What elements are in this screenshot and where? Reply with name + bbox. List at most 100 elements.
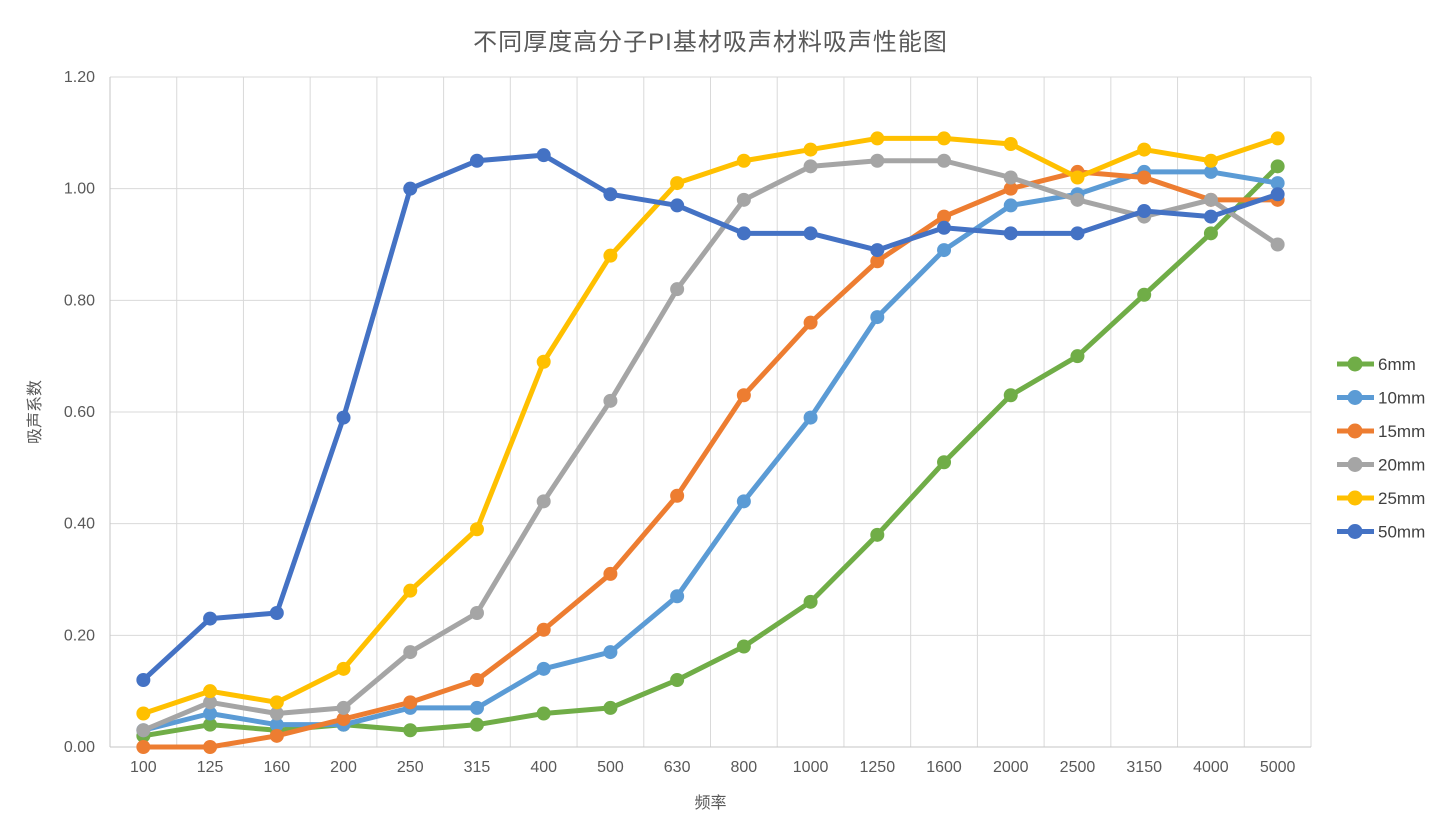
series-marker-50mm (403, 181, 418, 196)
legend-label-25mm: 25mm (1378, 489, 1425, 508)
legend-label-6mm: 6mm (1378, 355, 1416, 374)
series-marker-25mm (1003, 137, 1018, 151)
series-marker-25mm (736, 153, 751, 168)
series-marker-25mm (269, 695, 284, 710)
series-marker-10mm (670, 589, 685, 604)
series-marker-50mm (1070, 226, 1085, 241)
series-marker-25mm (603, 248, 618, 263)
legend-marker-10mm (1347, 390, 1363, 405)
x-tick-label: 125 (197, 759, 224, 776)
series-marker-10mm (1270, 176, 1285, 191)
x-tick-label: 315 (464, 759, 491, 776)
series-marker-6mm (536, 706, 551, 721)
series-marker-10mm (1003, 198, 1018, 213)
series-marker-20mm (670, 282, 685, 297)
series-marker-25mm (937, 131, 952, 146)
series-marker-20mm (1203, 192, 1218, 207)
series-marker-25mm (136, 706, 151, 721)
legend-label-10mm: 10mm (1378, 389, 1425, 408)
series-line-20mm (140, 158, 1281, 733)
series-marker-50mm (736, 226, 751, 241)
series-marker-6mm (1070, 349, 1085, 364)
series-marker-15mm (736, 388, 751, 403)
x-tick-label: 1000 (793, 759, 829, 776)
legend-marker-25mm (1347, 490, 1363, 506)
x-tick-label: 2000 (993, 759, 1029, 776)
series-marker-20mm (269, 706, 284, 721)
series-marker-10mm (536, 661, 551, 676)
series-marker-6mm (937, 455, 952, 470)
series-marker-6mm (870, 527, 885, 542)
series-marker-20mm (870, 153, 885, 168)
series-marker-15mm (1003, 181, 1018, 196)
series-marker-50mm (336, 410, 351, 425)
series-marker-10mm (803, 410, 818, 425)
y-tick-label: 0.00 (64, 739, 95, 756)
series-marker-25mm (536, 354, 551, 369)
x-tick-label: 1600 (926, 759, 962, 776)
series-marker-15mm (269, 728, 284, 743)
legend-marker-6mm (1347, 356, 1363, 372)
series-marker-6mm (403, 723, 418, 738)
series-line-25mm (140, 135, 1281, 716)
series-marker-15mm (336, 712, 351, 727)
series-marker-6mm (1137, 287, 1152, 302)
series-marker-50mm (937, 220, 952, 235)
series-marker-50mm (870, 243, 885, 258)
x-tick-label: 200 (330, 759, 357, 776)
legend-marker-15mm (1347, 423, 1363, 439)
series-marker-25mm (670, 176, 685, 191)
series-marker-50mm (803, 226, 818, 241)
series-marker-20mm (469, 606, 484, 620)
series-marker-10mm (469, 700, 484, 715)
series-marker-15mm (469, 673, 484, 687)
series-marker-10mm (1203, 164, 1218, 179)
series-marker-15mm (403, 695, 418, 710)
legend-label-15mm: 15mm (1378, 422, 1425, 441)
series-marker-10mm (736, 494, 751, 509)
series-line-50mm (140, 152, 1281, 683)
series-marker-25mm (870, 131, 885, 146)
series-line-10mm (140, 169, 1281, 733)
series-marker-6mm (1203, 226, 1218, 241)
series-marker-15mm (203, 740, 218, 754)
series-marker-20mm (603, 393, 618, 408)
series-marker-20mm (1003, 170, 1018, 185)
chart-title: 不同厚度高分子PI基材吸声材料吸声性能图 (473, 29, 948, 56)
series-marker-15mm (937, 209, 952, 224)
series-marker-15mm (1137, 170, 1152, 185)
series-marker-15mm (536, 622, 551, 637)
series-marker-50mm (136, 673, 151, 687)
series-marker-6mm (603, 700, 618, 715)
series-marker-50mm (269, 606, 284, 620)
series-marker-25mm (803, 142, 818, 157)
series-marker-6mm (736, 639, 751, 654)
series-marker-50mm (1270, 187, 1285, 202)
x-tick-label: 630 (664, 759, 691, 776)
y-tick-label: 0.40 (64, 516, 95, 533)
x-tick-label: 250 (397, 759, 424, 776)
x-tick-label: 160 (263, 759, 290, 776)
y-tick-label: 1.00 (64, 181, 95, 198)
series-marker-10mm (603, 645, 618, 660)
series-marker-10mm (937, 243, 952, 258)
series-marker-6mm (1003, 388, 1018, 403)
legend-marker-20mm (1347, 457, 1363, 472)
series-marker-50mm (203, 611, 218, 626)
series-marker-20mm (536, 494, 551, 509)
series-marker-20mm (403, 645, 418, 660)
y-tick-label: 0.20 (64, 627, 95, 644)
series-marker-25mm (403, 583, 418, 598)
series-marker-15mm (136, 740, 151, 754)
x-tick-label: 500 (597, 759, 624, 776)
series-marker-6mm (1270, 159, 1285, 174)
series-marker-6mm (469, 717, 484, 732)
series-marker-50mm (670, 198, 685, 213)
series-marker-15mm (803, 315, 818, 330)
series-marker-25mm (203, 684, 218, 699)
series-marker-25mm (1203, 153, 1218, 168)
y-tick-label: 0.80 (64, 292, 95, 309)
series-marker-25mm (1270, 131, 1285, 146)
series-marker-50mm (536, 148, 551, 163)
